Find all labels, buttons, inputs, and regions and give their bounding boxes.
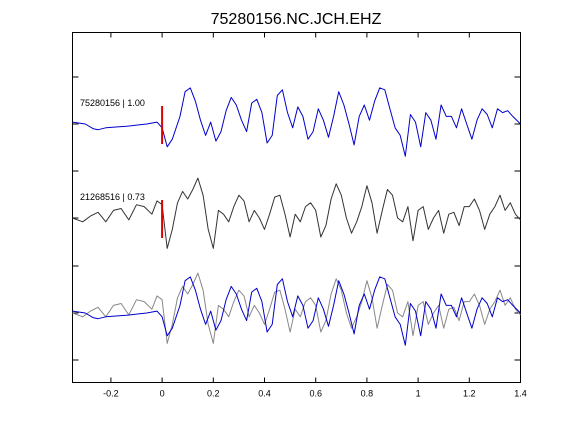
x-tick-label: 1.2 [463,389,476,399]
x-tick-label: 0.2 [207,389,220,399]
ticks-layer: -0.2 0 0.2 0.4 0.6 0.8 1 1.2 1.4 [72,32,527,399]
trace-line [72,87,521,157]
trace-label: 21268516 | 0.73 [80,192,145,202]
x-tick-label: 0.8 [361,389,374,399]
labels-layer: 75280156 | 1.00 21268516 | 0.73 [80,98,145,202]
x-tick-label: 0 [160,389,165,399]
chart-title: 75280156.NC.JCH.EHZ [211,11,382,28]
x-tick-label: 1 [416,389,421,399]
x-tick-label: -0.2 [103,389,119,399]
overlay-trace-line [72,276,521,346]
trace-line [72,177,521,249]
trace-label: 75280156 | 1.00 [80,98,145,108]
x-tick-label: 0.4 [258,389,271,399]
x-tick-label: 1.4 [514,389,527,399]
x-tick-label: 0.6 [309,389,322,399]
plot-frame [72,32,521,383]
traces-layer [72,87,521,346]
overlay-trace-line [72,272,521,344]
